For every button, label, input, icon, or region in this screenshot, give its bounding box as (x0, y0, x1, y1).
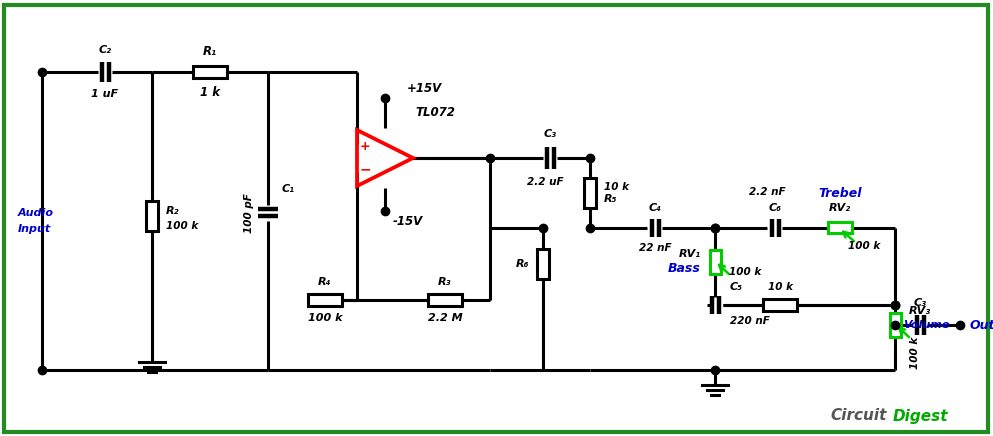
Text: Trebel: Trebel (818, 187, 862, 201)
Text: RV₂: RV₂ (829, 203, 851, 213)
Text: 10 k: 10 k (768, 282, 792, 292)
Text: C₄: C₄ (648, 203, 661, 213)
Text: 1 uF: 1 uF (91, 89, 118, 99)
Text: R₄: R₄ (318, 277, 332, 287)
Text: 22 nF: 22 nF (638, 243, 671, 253)
Bar (537, 249, 549, 279)
Text: 10 k: 10 k (604, 182, 629, 192)
Text: -15V: -15V (393, 215, 423, 228)
Text: C₂: C₂ (98, 45, 111, 55)
Text: Digest: Digest (893, 409, 948, 423)
Text: RV₃: RV₃ (909, 306, 931, 316)
Text: 2.2 M: 2.2 M (428, 313, 463, 323)
Text: −: − (359, 162, 370, 176)
Text: +: + (359, 140, 370, 153)
Text: Bass: Bass (668, 262, 701, 275)
Text: C₅: C₅ (730, 282, 743, 292)
Text: 100 k: 100 k (166, 221, 199, 231)
Text: 220 nF: 220 nF (730, 316, 770, 326)
Text: Volume: Volume (903, 320, 949, 330)
Text: 100 k: 100 k (308, 313, 343, 323)
Bar (146, 201, 158, 231)
Text: R₂: R₂ (166, 206, 180, 216)
Text: Output: Output (970, 319, 993, 331)
Text: TL072: TL072 (415, 106, 455, 119)
Text: +15V: +15V (407, 82, 442, 95)
Text: C₁: C₁ (282, 184, 295, 194)
Text: Input: Input (18, 224, 52, 234)
Text: 100 pF: 100 pF (244, 193, 254, 233)
Text: Circuit: Circuit (830, 409, 887, 423)
Text: RV₁: RV₁ (679, 249, 701, 259)
Text: 1 k: 1 k (200, 85, 220, 99)
Bar (308, 294, 342, 306)
Text: C₆: C₆ (769, 203, 781, 213)
Text: R₆: R₆ (515, 259, 529, 269)
Bar (890, 313, 901, 337)
Text: 100 k: 100 k (729, 267, 762, 277)
Bar (710, 250, 721, 274)
Text: Audio: Audio (18, 208, 54, 218)
Text: C₃: C₃ (543, 129, 556, 139)
Text: 100 k: 100 k (848, 241, 880, 251)
Text: 2.2 nF: 2.2 nF (749, 187, 785, 197)
Text: 2.2 uF: 2.2 uF (526, 177, 563, 187)
Bar (193, 66, 227, 78)
Bar (584, 178, 596, 208)
Bar (828, 222, 852, 234)
Text: R₁: R₁ (203, 45, 217, 58)
Text: R₅: R₅ (604, 194, 618, 204)
Text: C₃: C₃ (914, 298, 926, 308)
Bar (428, 294, 462, 306)
Text: 100 k: 100 k (910, 337, 920, 369)
Bar (763, 299, 797, 311)
Text: R₃: R₃ (438, 277, 452, 287)
